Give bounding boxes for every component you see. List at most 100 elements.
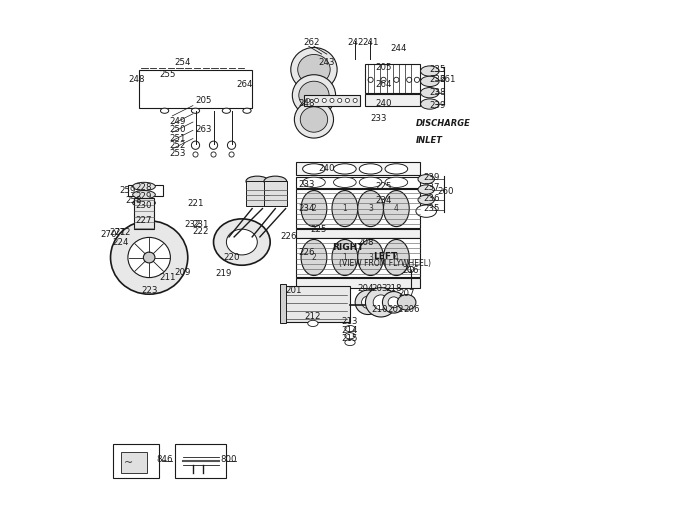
- Text: 264: 264: [236, 80, 253, 90]
- Text: 1: 1: [342, 253, 347, 262]
- Text: 4: 4: [394, 204, 399, 213]
- Ellipse shape: [385, 177, 407, 187]
- Text: 231: 231: [193, 219, 209, 229]
- Text: 2: 2: [312, 253, 316, 262]
- Text: 233: 233: [298, 180, 314, 189]
- Text: 225: 225: [375, 182, 392, 191]
- Ellipse shape: [337, 98, 342, 102]
- Text: 226: 226: [298, 248, 314, 257]
- Ellipse shape: [365, 287, 396, 317]
- Ellipse shape: [373, 295, 389, 310]
- Ellipse shape: [359, 164, 382, 174]
- Ellipse shape: [421, 76, 439, 87]
- Text: 211: 211: [159, 272, 176, 282]
- Text: 235: 235: [423, 204, 440, 213]
- Ellipse shape: [345, 339, 355, 346]
- Text: 201: 201: [285, 286, 302, 296]
- Text: 207: 207: [398, 289, 415, 298]
- Text: 214: 214: [342, 326, 358, 335]
- Text: 234: 234: [298, 204, 314, 213]
- Text: 230: 230: [136, 201, 153, 211]
- Text: 239: 239: [424, 173, 440, 182]
- Ellipse shape: [302, 177, 326, 187]
- FancyBboxPatch shape: [296, 189, 419, 228]
- Ellipse shape: [421, 99, 439, 109]
- Ellipse shape: [128, 237, 170, 278]
- Ellipse shape: [384, 239, 409, 276]
- Text: 248: 248: [128, 75, 144, 84]
- Text: 203: 203: [371, 284, 388, 293]
- Text: LEFT: LEFT: [373, 252, 397, 261]
- FancyBboxPatch shape: [283, 286, 350, 322]
- Ellipse shape: [133, 191, 155, 199]
- FancyBboxPatch shape: [296, 177, 419, 188]
- Text: 222: 222: [193, 227, 209, 236]
- Ellipse shape: [332, 191, 358, 227]
- Text: 846: 846: [156, 455, 173, 464]
- Ellipse shape: [333, 164, 356, 174]
- FancyBboxPatch shape: [296, 229, 419, 238]
- Text: 225: 225: [311, 225, 328, 234]
- Ellipse shape: [385, 164, 407, 174]
- Text: 239: 239: [429, 101, 446, 110]
- Text: 271: 271: [109, 228, 125, 237]
- Ellipse shape: [418, 195, 435, 204]
- Text: 234: 234: [375, 196, 392, 205]
- Text: 224: 224: [113, 237, 129, 247]
- Text: 221: 221: [188, 199, 204, 208]
- Ellipse shape: [160, 108, 169, 113]
- Ellipse shape: [359, 177, 382, 187]
- Text: 272: 272: [114, 228, 131, 237]
- Text: 241: 241: [363, 38, 379, 47]
- Text: 233: 233: [370, 114, 386, 123]
- Text: 252: 252: [169, 141, 186, 150]
- Ellipse shape: [133, 182, 155, 191]
- Text: 227: 227: [136, 216, 153, 225]
- Text: 215: 215: [342, 334, 358, 344]
- Text: 238: 238: [429, 88, 446, 97]
- Text: 229: 229: [136, 192, 152, 201]
- Text: 260: 260: [437, 187, 454, 196]
- Ellipse shape: [421, 88, 439, 98]
- Ellipse shape: [308, 320, 318, 327]
- FancyBboxPatch shape: [296, 238, 419, 277]
- Ellipse shape: [211, 152, 216, 157]
- Text: 240: 240: [375, 98, 392, 108]
- FancyBboxPatch shape: [246, 181, 269, 206]
- FancyBboxPatch shape: [304, 95, 360, 106]
- Text: 240: 240: [318, 164, 335, 174]
- Ellipse shape: [191, 141, 200, 149]
- Ellipse shape: [301, 239, 327, 276]
- Text: 254: 254: [174, 58, 191, 67]
- FancyBboxPatch shape: [365, 94, 419, 106]
- Text: 219: 219: [216, 269, 232, 279]
- Text: 210: 210: [372, 304, 388, 314]
- Text: 212: 212: [304, 312, 321, 321]
- Text: 2: 2: [312, 204, 316, 213]
- Text: RIGHT: RIGHT: [332, 243, 363, 252]
- Ellipse shape: [407, 266, 414, 272]
- Text: 208: 208: [357, 237, 374, 247]
- FancyBboxPatch shape: [296, 278, 419, 288]
- Ellipse shape: [382, 291, 405, 313]
- Text: 236: 236: [429, 75, 446, 84]
- Text: 242: 242: [347, 38, 363, 47]
- Text: 228: 228: [136, 183, 153, 193]
- Text: 218: 218: [386, 284, 402, 293]
- Text: 250: 250: [169, 125, 186, 134]
- Ellipse shape: [418, 205, 435, 215]
- Text: 236: 236: [423, 194, 440, 203]
- Ellipse shape: [333, 177, 356, 187]
- Text: ~: ~: [124, 457, 133, 468]
- Text: 216: 216: [402, 266, 419, 275]
- Text: 4: 4: [394, 253, 399, 262]
- Ellipse shape: [302, 164, 326, 174]
- Ellipse shape: [290, 47, 337, 92]
- Text: 270: 270: [101, 230, 117, 239]
- FancyBboxPatch shape: [113, 444, 160, 478]
- Ellipse shape: [226, 229, 258, 255]
- Ellipse shape: [111, 221, 188, 294]
- Ellipse shape: [193, 152, 198, 157]
- Text: 220: 220: [223, 253, 240, 262]
- Ellipse shape: [298, 55, 330, 84]
